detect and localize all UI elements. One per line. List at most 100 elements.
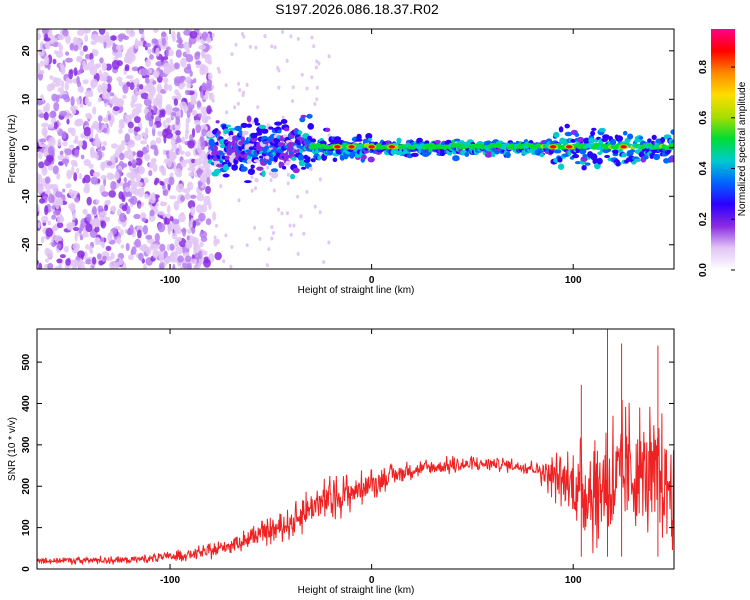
signal-blob xyxy=(610,138,617,146)
signal-blob xyxy=(452,155,460,162)
noise-blob xyxy=(122,84,129,94)
snr-ytick-label: 200 xyxy=(21,477,32,494)
noise-blob xyxy=(162,120,167,128)
noise-blob xyxy=(289,34,293,39)
snr-panel: -100 0 100 0 100 200 300 400 500 Height of strai… xyxy=(7,328,675,596)
noise-blob xyxy=(87,61,95,71)
signal-blob xyxy=(669,156,674,163)
noise-blob xyxy=(310,75,314,80)
noise-blob xyxy=(165,104,173,112)
signal-blob xyxy=(246,159,252,164)
noise-blob xyxy=(98,29,106,35)
peak-core xyxy=(368,145,375,149)
noise-blob xyxy=(230,245,234,249)
signal-blob xyxy=(277,142,286,147)
signal-blob xyxy=(273,137,281,144)
noise-blob xyxy=(114,261,120,269)
noise-blob xyxy=(92,120,100,130)
noise-blob xyxy=(149,78,153,84)
signal-blob xyxy=(255,132,263,136)
noise-blob xyxy=(43,111,49,121)
noise-blob xyxy=(281,30,284,34)
noise-blob xyxy=(68,77,73,84)
noise-blob xyxy=(44,190,52,195)
noise-blob xyxy=(119,152,125,161)
signal-blob xyxy=(270,171,279,179)
noise-blob xyxy=(109,260,117,269)
noise-blob xyxy=(65,57,73,63)
signal-blob xyxy=(670,129,674,135)
noise-blob xyxy=(73,67,78,77)
signal-blob xyxy=(291,156,297,161)
noise-blob xyxy=(111,205,117,213)
noise-blob xyxy=(234,42,238,47)
noise-blob xyxy=(41,122,49,128)
noise-blob xyxy=(97,97,102,103)
snr-background xyxy=(37,329,674,569)
noise-blob xyxy=(53,101,60,112)
noise-blob xyxy=(92,205,97,215)
noise-blob xyxy=(229,264,233,269)
noise-blob xyxy=(155,61,163,67)
noise-blob xyxy=(118,258,124,266)
noise-blob xyxy=(147,48,152,55)
noise-blob xyxy=(66,223,73,228)
noise-blob xyxy=(318,177,322,182)
noise-blob xyxy=(59,150,64,156)
noise-blob xyxy=(254,186,257,191)
noise-blob xyxy=(327,133,331,138)
signal-blob xyxy=(307,123,315,130)
noise-blob xyxy=(186,263,192,269)
figure-title: S197.2026.086.18.37.R02 xyxy=(275,1,439,17)
noise-blob xyxy=(144,77,150,84)
noise-blob xyxy=(102,141,107,147)
noise-blob xyxy=(62,141,68,147)
noise-blob xyxy=(76,81,82,88)
noise-blob xyxy=(108,231,114,238)
noise-blob xyxy=(124,114,129,119)
noise-blob xyxy=(48,136,56,147)
noise-blob xyxy=(201,31,208,41)
noise-blob xyxy=(270,225,274,230)
noise-blob xyxy=(238,88,242,93)
noise-blob xyxy=(314,65,318,70)
noise-blob xyxy=(281,115,285,120)
noise-blob xyxy=(236,101,240,106)
noise-blob xyxy=(129,82,135,91)
noise-blob xyxy=(37,145,41,152)
noise-blob xyxy=(52,58,57,65)
noise-blob xyxy=(155,137,162,144)
noise-blob xyxy=(65,183,72,189)
noise-blob xyxy=(205,218,212,226)
signal-blob xyxy=(564,131,573,137)
noise-blob xyxy=(137,187,145,198)
noise-blob xyxy=(169,243,175,251)
noise-blob xyxy=(127,139,136,148)
spectrogram-xtick-label: -100 xyxy=(160,275,180,286)
noise-blob xyxy=(198,44,207,50)
peak-core xyxy=(388,145,395,149)
noise-blob xyxy=(296,36,300,41)
noise-blob xyxy=(74,162,78,168)
snr-ytick-label: 0 xyxy=(21,566,32,572)
noise-blob xyxy=(79,50,85,56)
signal-blob xyxy=(416,137,423,143)
noise-blob xyxy=(317,61,321,66)
noise-blob xyxy=(263,34,267,39)
noise-blob xyxy=(200,141,206,151)
noise-blob xyxy=(162,189,169,197)
signal-blob xyxy=(363,149,370,154)
noise-blob xyxy=(95,154,99,160)
signal-blob xyxy=(223,128,230,135)
signal-blob xyxy=(627,133,634,140)
noise-blob xyxy=(159,165,163,173)
noise-blob xyxy=(73,190,78,196)
noise-blob xyxy=(90,40,97,46)
signal-blob xyxy=(250,164,255,169)
noise-blob xyxy=(134,238,141,248)
noise-blob xyxy=(305,189,309,194)
noise-blob xyxy=(83,29,92,34)
colorbar-tick-label: 0.2 xyxy=(698,212,709,226)
noise-blob xyxy=(251,120,255,125)
noise-blob xyxy=(205,115,212,120)
